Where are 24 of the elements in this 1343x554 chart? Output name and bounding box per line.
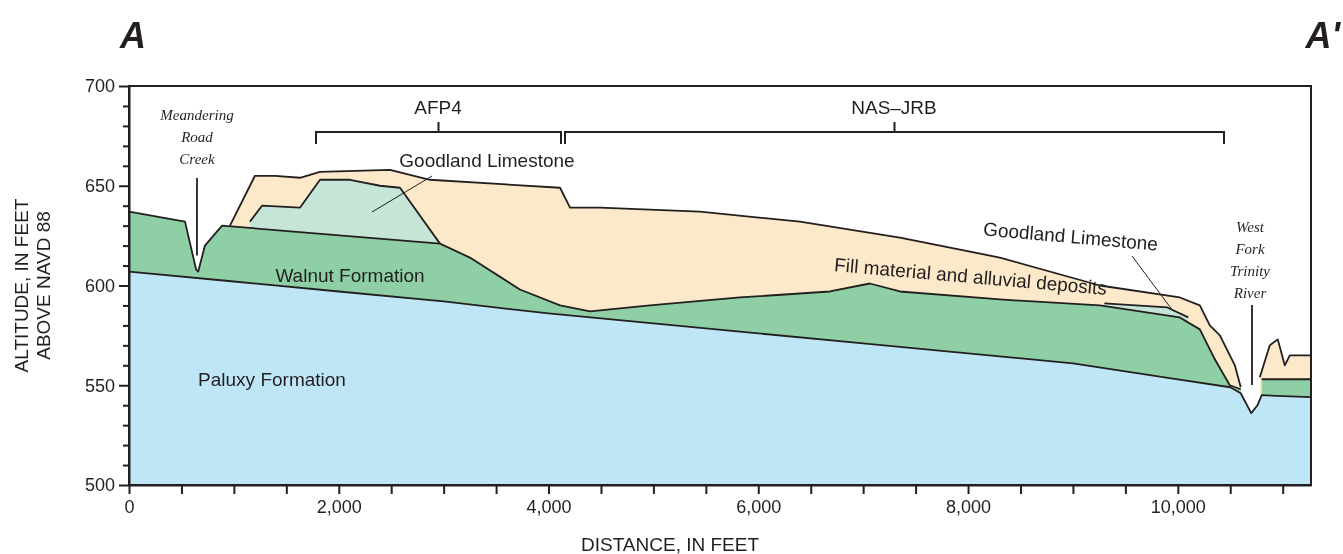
x-axis-title: DISTANCE, IN FEET [580,534,760,554]
y-tick-label: 650 [84,176,115,197]
y-axis-title: ALTITUDE, IN FEET ABOVE NAVD 88 [11,198,54,373]
x-tick-label: 8,000 [946,496,992,517]
y-tick-label: 550 [84,375,115,396]
y-tick-label: 500 [84,475,115,496]
y-tick-label: 700 [84,76,115,97]
annotation: NAS–JRB [851,97,937,118]
annotation: Meandering Road Creek [159,107,235,167]
annotation: Walnut Formation [275,265,425,286]
annotation: AFP4 [414,97,463,118]
x-tick-label: 10,000 [1150,496,1206,517]
annotation: Paluxy Formation [198,369,346,390]
x-tick-label: 2,000 [316,496,362,517]
x-tick-label: 0 [124,496,135,517]
x-tick-label: 6,000 [736,496,782,517]
annotation: Goodland Limestone [399,150,575,171]
annotation: Fill material and alluvial deposits [833,254,1108,299]
annotation: West Fork Trinity River [1229,219,1271,301]
text: A' [1304,15,1342,56]
annotation: Goodland Limestone [982,218,1159,255]
text: A [119,15,146,56]
y-tick-label: 600 [84,275,115,296]
x-tick-label: 4,000 [526,496,572,517]
